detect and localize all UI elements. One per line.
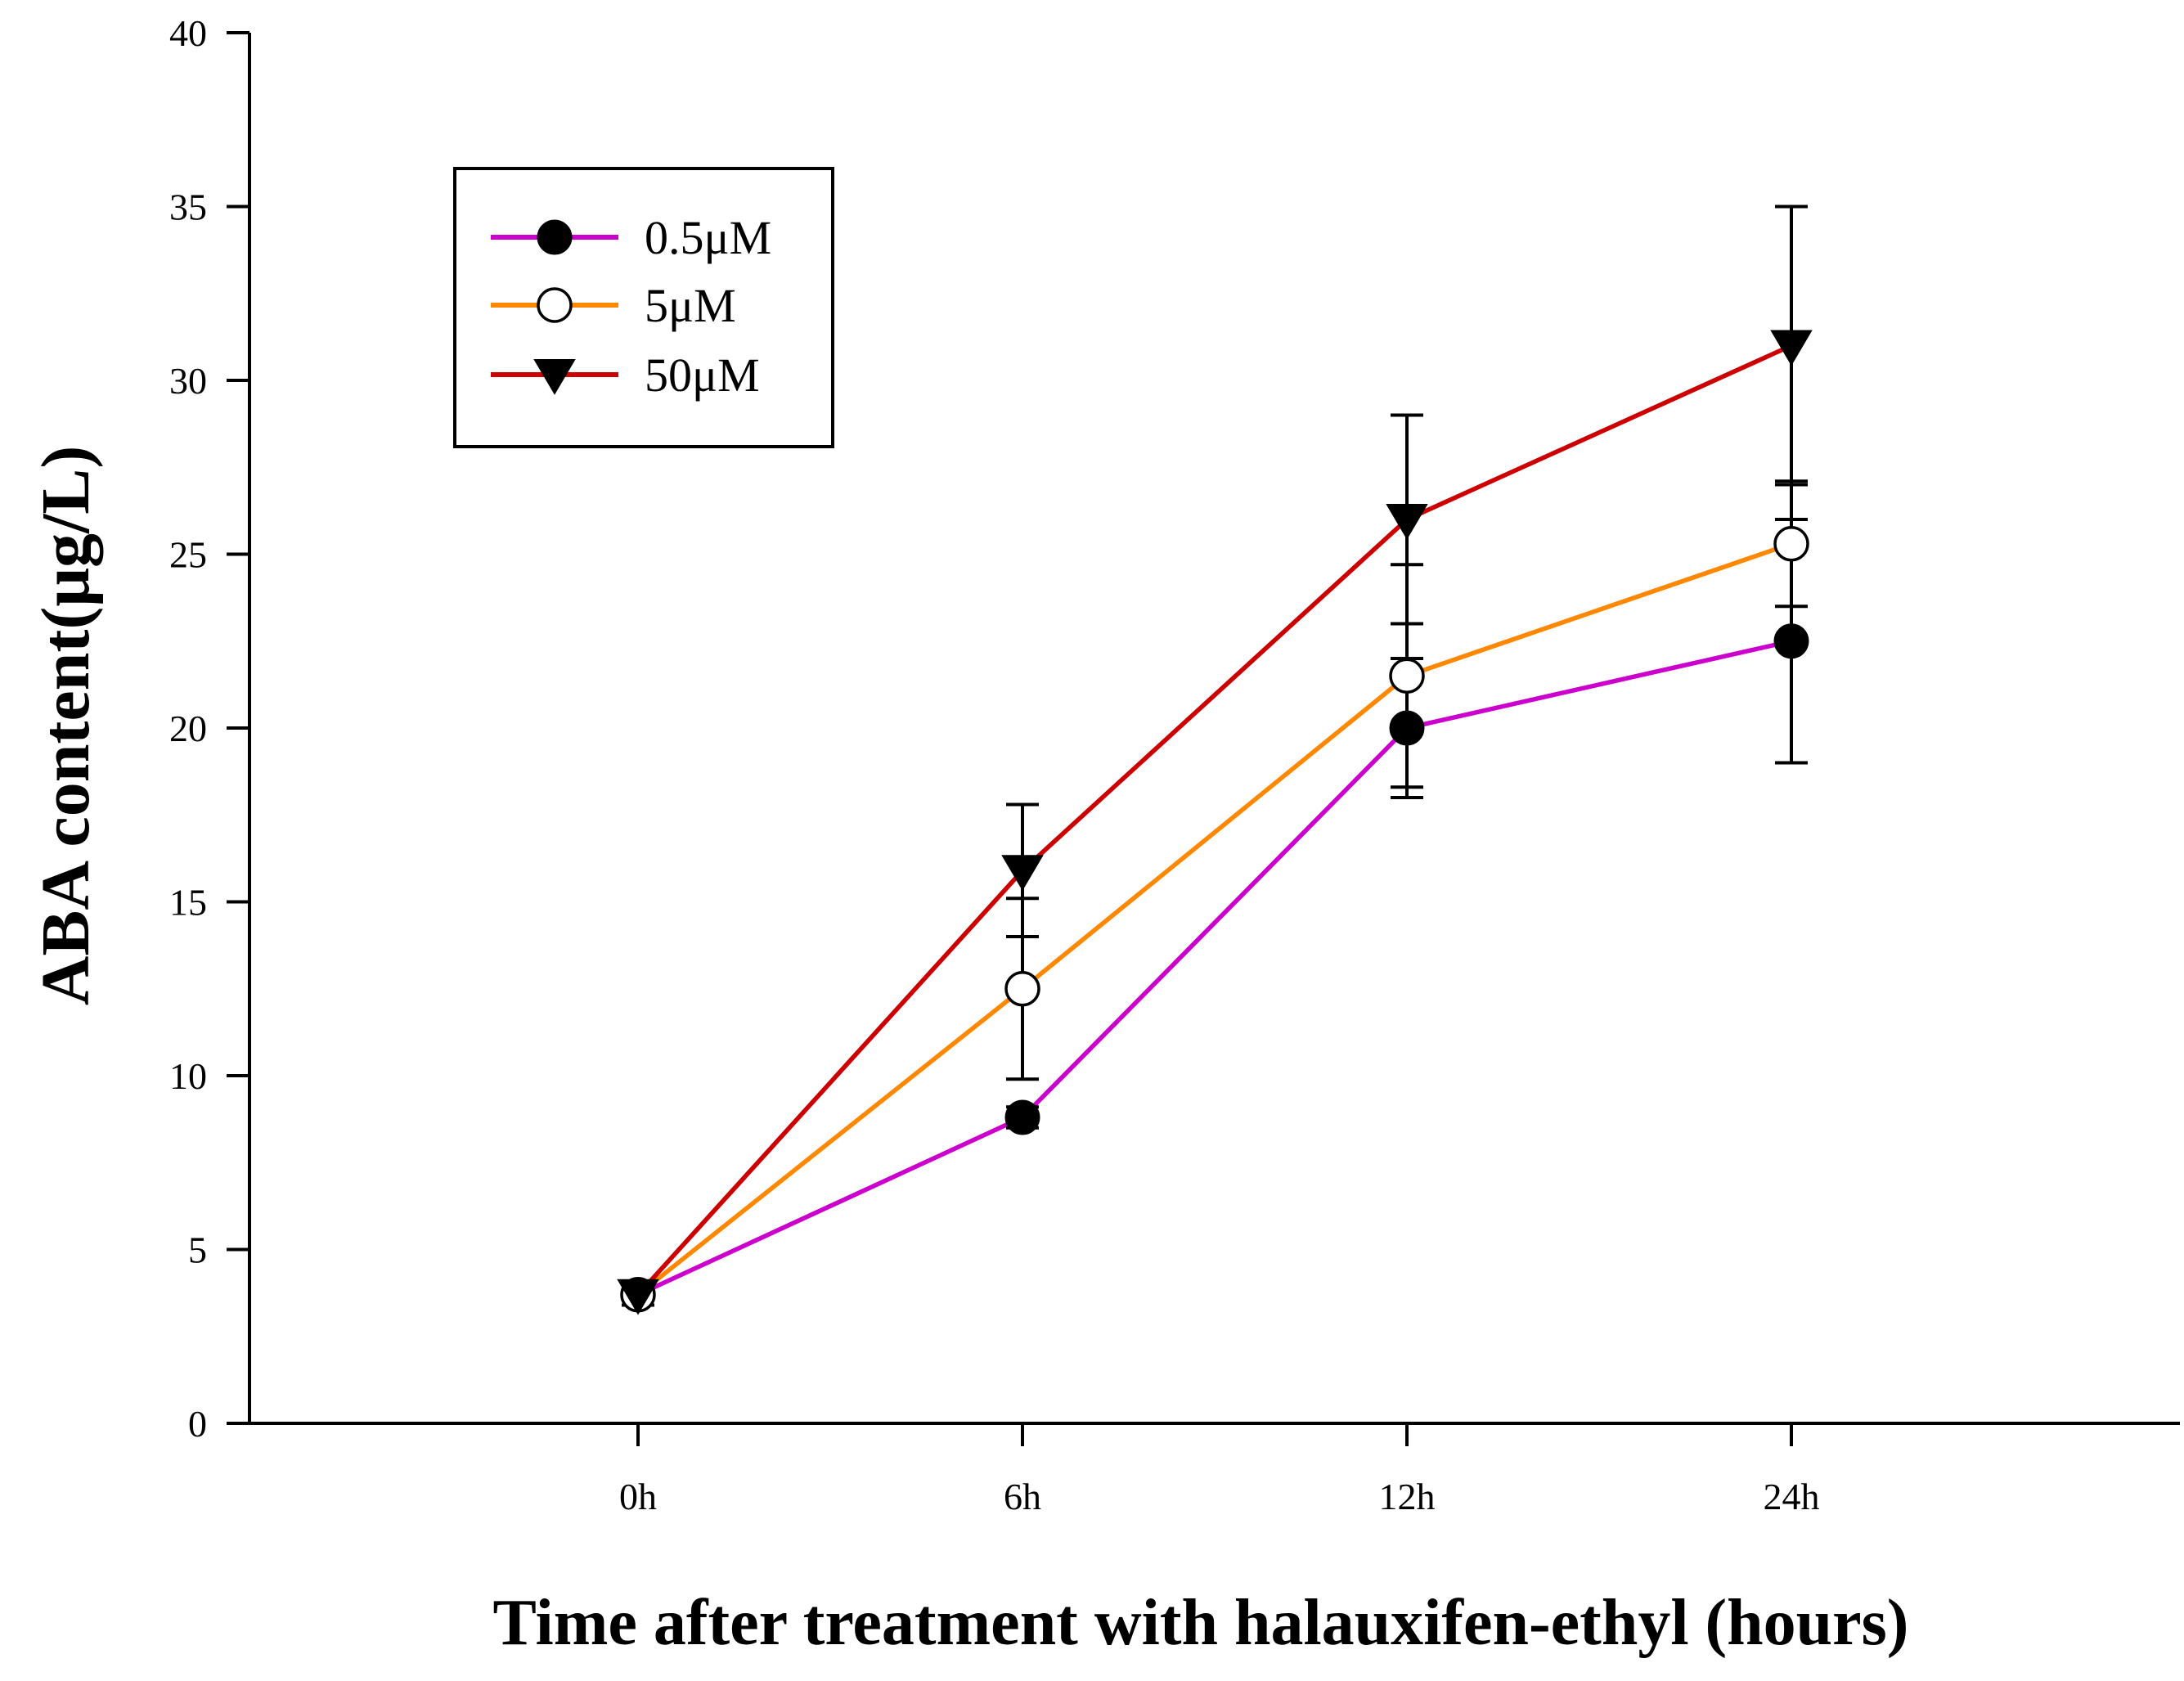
series-lines [636, 343, 1793, 1297]
y-axis-ticks: 0 5 10 15 20 25 30 35 40 [169, 12, 249, 1445]
series-line-50m [636, 343, 1793, 1297]
marker-50m-6h [1001, 855, 1044, 892]
marker-5m-6h [1004, 971, 1040, 1007]
y-tick-label-40: 40 [169, 12, 207, 54]
marker-50m-24h [1770, 330, 1813, 366]
series-line-05m [636, 639, 1792, 1297]
x-tick-label-24h: 24h [1764, 1476, 1820, 1517]
marker-05m-12h [1389, 710, 1425, 746]
marker-50m-0h [617, 1279, 659, 1315]
legend-marker-05m [537, 219, 573, 255]
legend-marker-5m [537, 287, 573, 323]
marker-05m-6h [1004, 1099, 1040, 1135]
y-tick-label-30: 30 [169, 360, 207, 402]
series-line-5m [636, 542, 1792, 1297]
y-tick-label-10: 10 [169, 1055, 207, 1097]
x-tick-label-12h: 12h [1379, 1476, 1436, 1517]
legend-label-5m: 5μM [645, 279, 736, 332]
marker-5m-12h [1389, 658, 1425, 694]
y-tick-label-15: 15 [169, 882, 207, 924]
marker-5m-24h [1773, 526, 1809, 562]
marker-50m-12h [1386, 504, 1428, 540]
x-tick-label-6h: 6h [1004, 1476, 1041, 1517]
y-axis-title: ABA content(μg/L) [28, 446, 104, 1006]
x-axis-title: Time after treatment with halauxifen-eth… [493, 1587, 1909, 1659]
y-tick-label-0: 0 [188, 1403, 207, 1445]
legend-marker-50m [533, 359, 576, 395]
legend-label-05m: 0.5μM [645, 211, 771, 264]
x-axis-ticks: 0h 6h 12h 24h [619, 1423, 1820, 1517]
legend: 0.5μM 5μM 50μM [453, 167, 834, 448]
data-markers [617, 330, 1813, 1315]
y-tick-label-5: 5 [188, 1229, 207, 1271]
x-tick-label-0h: 0h [619, 1476, 657, 1517]
y-tick-label-20: 20 [169, 708, 207, 749]
y-tick-label-25: 25 [169, 534, 207, 576]
legend-label-50m: 50μM [645, 348, 760, 402]
marker-05m-24h [1773, 623, 1809, 659]
y-tick-label-35: 35 [169, 187, 207, 228]
